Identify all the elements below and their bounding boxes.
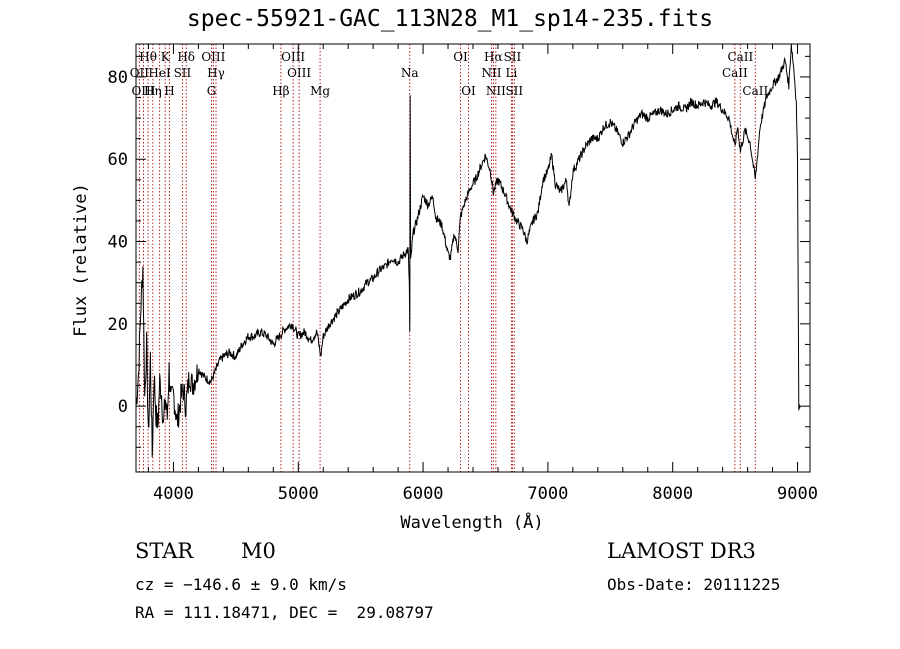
line-marker-label: Hγ bbox=[207, 66, 225, 80]
x-tick-label: 7000 bbox=[527, 484, 568, 504]
line-marker-label: NII bbox=[486, 84, 506, 98]
line-marker-label: OIII bbox=[131, 84, 155, 98]
object-subclass: M0 bbox=[241, 539, 276, 563]
x-tick-label: 8000 bbox=[652, 484, 693, 504]
object-class: STAR bbox=[135, 539, 194, 563]
line-markers bbox=[138, 44, 756, 472]
line-marker-label: K bbox=[161, 50, 171, 64]
line-marker-label: OI bbox=[453, 50, 468, 64]
chart-title: spec-55921-GAC_113N28_M1_sp14-235.fits bbox=[186, 6, 714, 32]
flux-series-line bbox=[135, 44, 801, 458]
x-tick-label: 4000 bbox=[153, 484, 194, 504]
line-marker-label: CaII bbox=[742, 84, 768, 98]
x-tick-label: 5000 bbox=[278, 484, 319, 504]
y-tick-label: 40 bbox=[108, 233, 128, 253]
line-marker-label: OIII bbox=[281, 50, 305, 64]
line-marker-label: HeI bbox=[148, 66, 171, 80]
coordinates-text: RA = 111.18471, DEC = 29.08797 bbox=[135, 603, 434, 622]
line-marker-label: Hδ bbox=[177, 50, 195, 64]
x-tick-label: 9000 bbox=[777, 484, 818, 504]
line-marker-label: H bbox=[164, 84, 174, 98]
line-marker-label: CaII bbox=[727, 50, 753, 64]
y-axis-label: Flux (relative) bbox=[71, 183, 91, 337]
redshift-text: cz = −146.6 ± 9.0 km/s bbox=[135, 575, 347, 594]
y-tick-label: 20 bbox=[108, 315, 128, 335]
line-marker-label: Hβ bbox=[272, 84, 289, 98]
line-marker-label: SII bbox=[174, 66, 192, 80]
line-marker-label: OIII bbox=[201, 50, 225, 64]
line-marker-label: Hθ bbox=[139, 50, 157, 64]
line-marker-label: OIII bbox=[287, 66, 311, 80]
axis-ticks: 4000 5000 6000 7000 8000 9000 0 20 40 60 80 bbox=[108, 44, 818, 504]
line-marker-label: NII bbox=[481, 66, 501, 80]
line-marker-label: SII bbox=[505, 84, 523, 98]
y-tick-label: 60 bbox=[108, 150, 128, 170]
series-layer bbox=[135, 44, 801, 458]
line-marker-label: Na bbox=[401, 66, 419, 80]
obs-date-text: Obs-Date: 20111225 bbox=[607, 575, 781, 594]
survey-label: LAMOST DR3 bbox=[607, 539, 756, 563]
line-marker-label: Hα bbox=[484, 50, 503, 64]
line-marker-label: OI bbox=[461, 84, 476, 98]
y-tick-label: 0 bbox=[118, 397, 128, 417]
line-marker-label: SII bbox=[504, 50, 522, 64]
x-tick-label: 6000 bbox=[403, 484, 444, 504]
line-marker-label: Mg bbox=[310, 84, 330, 98]
y-tick-label: 80 bbox=[108, 68, 128, 88]
line-marker-label: OII bbox=[130, 66, 150, 80]
line-marker-label: CaII bbox=[722, 66, 748, 80]
line-marker-label: G bbox=[207, 84, 217, 98]
line-marker-label: Hη bbox=[144, 84, 162, 98]
line-marker-label: Li bbox=[506, 66, 518, 80]
x-axis-label: Wavelength (Å) bbox=[400, 511, 543, 533]
plot-frame bbox=[135, 43, 811, 473]
